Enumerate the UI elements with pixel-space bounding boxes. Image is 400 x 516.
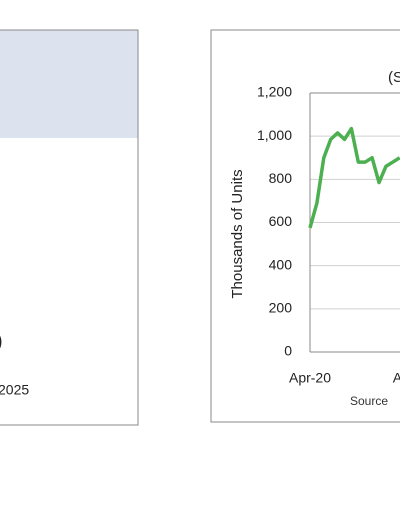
source-note: Source	[350, 394, 388, 408]
y-tick-label: 400	[269, 256, 293, 272]
y-tick-label: 0	[284, 343, 292, 359]
text-fragment: )	[0, 330, 3, 352]
right-panel	[210, 29, 400, 423]
y-tick-label: 1,200	[257, 84, 292, 100]
panel-header	[0, 30, 138, 138]
y-tick-label: 800	[269, 170, 293, 186]
y-tick-label: 600	[269, 213, 293, 229]
chart-title: (S	[388, 69, 400, 86]
date-fragment: 2025	[0, 382, 29, 398]
y-tick-label: 200	[269, 300, 293, 316]
y-axis-label: Thousands of Units	[229, 169, 246, 298]
x-tick-label: Apr-20	[289, 370, 331, 386]
data-line	[308, 126, 400, 229]
left-panel	[0, 29, 139, 426]
x-tick-label: Ap	[393, 370, 400, 386]
y-tick-label: 1,000	[257, 127, 292, 143]
